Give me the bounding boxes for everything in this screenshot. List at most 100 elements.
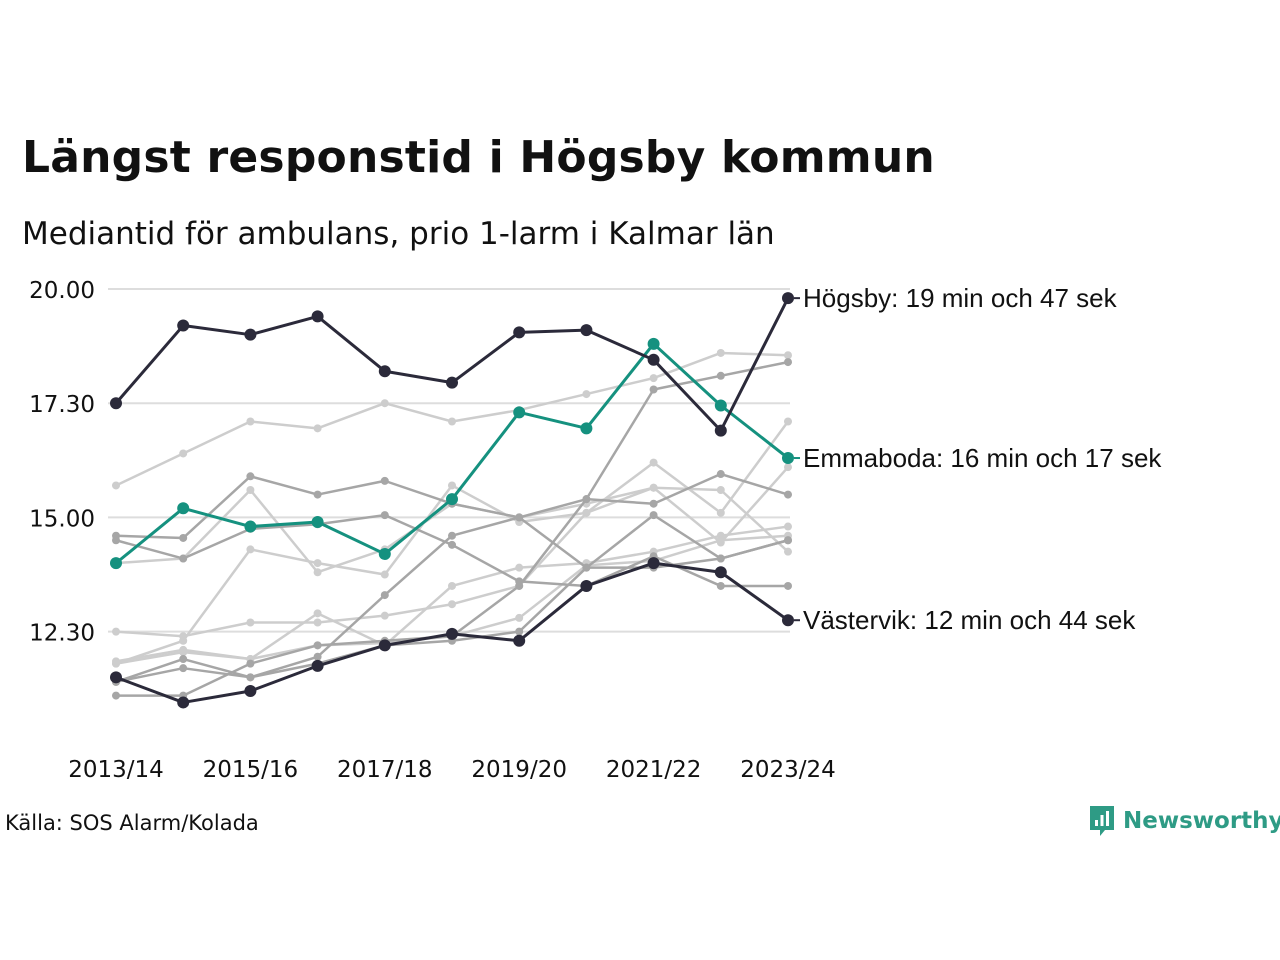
data-point <box>110 671 122 684</box>
data-point <box>246 472 255 481</box>
data-point <box>246 486 255 495</box>
data-point <box>378 365 391 378</box>
data-point <box>313 424 322 433</box>
series-västervik <box>110 557 794 709</box>
data-point <box>246 673 255 682</box>
data-point <box>649 374 658 383</box>
data-point <box>714 399 727 412</box>
data-point <box>784 547 792 556</box>
data-point <box>784 490 792 499</box>
series-end-label: Högsby: 19 min och 47 sek <box>803 283 1118 313</box>
series-background <box>112 348 792 490</box>
brand-logo: Newsworthy <box>1088 804 1280 838</box>
data-point <box>179 664 188 673</box>
series-högsby <box>110 292 794 437</box>
series-group <box>110 292 794 709</box>
data-point <box>448 481 456 490</box>
data-point <box>448 531 456 540</box>
data-point <box>513 406 526 419</box>
data-point <box>784 536 792 545</box>
data-point <box>313 490 322 499</box>
x-tick-label: 2019/20 <box>471 757 567 783</box>
data-point <box>112 659 120 668</box>
data-point <box>784 522 792 531</box>
data-point <box>246 417 255 426</box>
data-point <box>649 499 658 508</box>
data-point <box>784 417 792 426</box>
data-point <box>179 449 188 458</box>
data-point <box>714 424 727 437</box>
data-point <box>378 639 391 652</box>
newsworthy-icon <box>1090 806 1114 836</box>
data-point <box>716 371 725 380</box>
data-point <box>246 618 255 627</box>
data-point <box>112 481 120 490</box>
series-line <box>115 539 789 684</box>
data-point <box>244 328 257 341</box>
data-point <box>313 618 322 627</box>
data-point <box>513 634 526 647</box>
y-tick-label: 15.00 <box>29 506 95 532</box>
x-axis-ticks: 2013/14 2015/16 2017/18 2019/20 2021/22 2023/… <box>68 757 836 783</box>
data-point <box>177 319 190 332</box>
data-point <box>714 566 727 579</box>
data-point <box>649 511 658 520</box>
data-point <box>784 351 792 360</box>
y-tick-label: 12.30 <box>29 621 95 647</box>
data-point <box>179 648 188 657</box>
data-point <box>716 348 725 357</box>
data-point <box>716 486 725 495</box>
data-point <box>582 390 591 399</box>
data-point <box>716 536 725 545</box>
data-point <box>177 502 190 515</box>
data-point <box>716 470 725 479</box>
data-point <box>582 563 591 572</box>
data-point <box>782 292 794 305</box>
data-point <box>246 545 255 554</box>
data-point <box>112 627 120 636</box>
chart-subtitle: Mediantid för ambulans, prio 1-larm i Ka… <box>22 216 775 252</box>
data-point <box>110 557 122 570</box>
data-point <box>313 609 322 618</box>
x-tick-label: 2017/18 <box>337 757 433 783</box>
data-point <box>311 310 324 323</box>
data-point <box>177 696 190 709</box>
data-point <box>513 326 526 339</box>
data-point <box>647 337 660 350</box>
data-point <box>515 627 524 636</box>
data-point <box>246 659 255 668</box>
data-point <box>716 554 725 563</box>
source-note: Källa: SOS Alarm/Kolada <box>5 811 259 835</box>
data-point <box>448 417 456 426</box>
series-emmaboda <box>110 337 794 570</box>
data-point <box>784 358 792 367</box>
data-point <box>716 508 725 517</box>
gridlines <box>108 288 790 633</box>
series-line <box>116 360 789 697</box>
data-point <box>649 385 658 394</box>
x-tick-label: 2023/24 <box>740 757 836 783</box>
series-background <box>112 536 792 686</box>
data-point <box>582 508 591 517</box>
data-point <box>580 579 593 592</box>
data-point <box>110 397 122 410</box>
data-point <box>515 581 524 590</box>
y-axis-ticks: 12.30 15.00 17.30 20.00 <box>29 278 95 647</box>
data-point <box>784 581 792 590</box>
series-end-label: Emmaboda: 16 min och 17 sek <box>803 443 1162 473</box>
data-point <box>313 652 322 661</box>
y-tick-label: 20.00 <box>29 278 95 304</box>
data-point <box>649 458 658 467</box>
data-point <box>647 557 660 570</box>
data-point <box>313 568 322 577</box>
y-tick-label: 17.30 <box>29 392 95 418</box>
data-point <box>244 520 257 533</box>
x-tick-label: 2021/22 <box>606 757 702 783</box>
data-point <box>649 483 658 492</box>
data-point <box>647 353 660 366</box>
data-point <box>313 559 322 568</box>
x-tick-label: 2013/14 <box>68 757 164 783</box>
data-point <box>380 570 389 579</box>
data-point <box>515 613 524 622</box>
